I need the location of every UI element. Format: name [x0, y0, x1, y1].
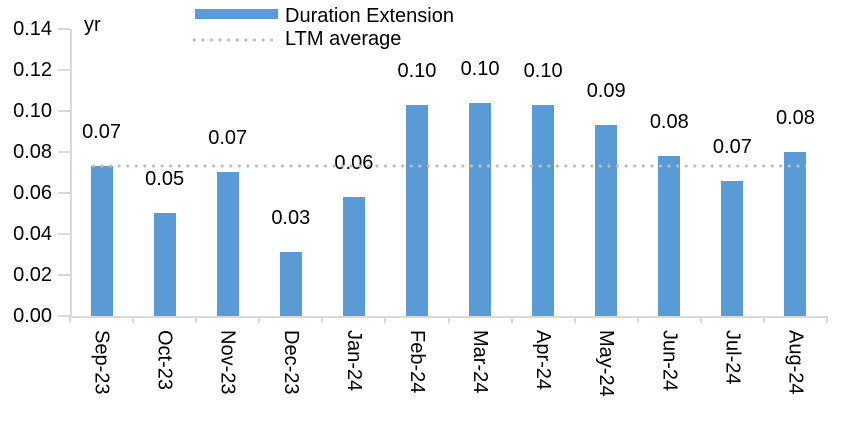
x-axis-tick — [258, 316, 261, 323]
bar-value-label: 0.10 — [523, 60, 563, 82]
bar-value-label: 0.07 — [82, 121, 121, 143]
y-axis-tick — [58, 192, 70, 194]
bar-value-label: 0.10 — [397, 60, 437, 82]
y-axis-label: 0.12 — [13, 59, 52, 81]
x-axis-tick — [132, 316, 135, 323]
bar-value-label: 0.07 — [208, 127, 248, 149]
y-axis-label: 0.00 — [13, 305, 52, 327]
y-axis-tick — [58, 69, 70, 71]
bar — [469, 103, 492, 316]
y-axis-line — [70, 29, 72, 316]
x-axis-tick — [510, 316, 513, 323]
y-axis-label: 0.10 — [13, 100, 52, 122]
bar-value-label: 0.03 — [271, 207, 311, 229]
x-axis-tick — [762, 316, 765, 323]
y-axis-tick — [58, 151, 70, 153]
bar — [721, 181, 744, 316]
bar — [658, 156, 681, 316]
bar-value-label: 0.08 — [649, 111, 689, 133]
y-axis-tick — [58, 110, 70, 112]
bar — [405, 105, 428, 316]
x-axis-category-label: Jul-24 — [721, 330, 744, 385]
y-axis-tick — [58, 233, 70, 235]
x-axis-tick — [636, 316, 639, 323]
bar — [90, 166, 113, 316]
y-axis-tick — [58, 315, 70, 317]
x-axis-category-label: Mar-24 — [469, 330, 492, 394]
legend-dotted-swatch-icon — [190, 38, 278, 42]
x-axis-category-label: Nov-23 — [216, 330, 239, 395]
bar-value-label: 0.06 — [334, 152, 374, 174]
x-axis-category-label: Sep-23 — [90, 330, 113, 395]
x-axis-category-label: Oct-23 — [153, 330, 176, 391]
bar — [153, 213, 176, 316]
bar — [784, 152, 807, 316]
bar-value-label: 0.09 — [586, 80, 626, 102]
y-axis-tick — [58, 274, 70, 276]
x-axis-category-label: Apr-24 — [532, 330, 555, 391]
bar — [216, 172, 239, 316]
y-axis-tick — [58, 28, 70, 30]
x-axis-tick — [826, 316, 828, 323]
x-axis-category-label: Dec-23 — [279, 330, 302, 395]
x-axis-tick — [699, 316, 702, 323]
bar-value-label: 0.07 — [712, 136, 752, 158]
y-axis-unit-label: yr — [84, 14, 101, 36]
x-axis-tick — [195, 316, 198, 323]
x-axis-category-label: Jun-24 — [658, 330, 681, 392]
legend-label-duration-extension: Duration Extension — [285, 5, 454, 27]
bar — [279, 252, 302, 316]
x-axis-category-label: Feb-24 — [405, 330, 428, 394]
bar-value-label: 0.10 — [460, 58, 500, 80]
x-axis-category-label: May-24 — [595, 330, 618, 397]
x-axis-tick — [321, 316, 324, 323]
x-axis-category-label: Jan-24 — [342, 330, 365, 392]
y-axis-label: 0.02 — [13, 264, 52, 286]
y-axis-label: 0.04 — [13, 223, 52, 245]
bar — [532, 105, 555, 316]
bar-value-label: 0.05 — [145, 168, 185, 190]
y-axis-label: 0.14 — [13, 18, 52, 40]
legend-bar-swatch-icon — [195, 9, 278, 19]
y-axis-label: 0.06 — [13, 182, 52, 204]
y-axis-label: 0.08 — [13, 141, 52, 163]
bar — [342, 197, 365, 316]
ltm-average-line — [88, 164, 807, 169]
bar — [595, 125, 618, 316]
bar-value-label: 0.08 — [775, 107, 815, 129]
x-axis-category-label: Aug-24 — [784, 330, 807, 395]
x-axis-tick — [447, 316, 450, 323]
x-axis-tick — [384, 316, 387, 323]
legend-label-ltm-average: LTM average — [285, 28, 402, 50]
x-axis-tick — [69, 316, 71, 323]
x-axis-tick — [573, 316, 576, 323]
